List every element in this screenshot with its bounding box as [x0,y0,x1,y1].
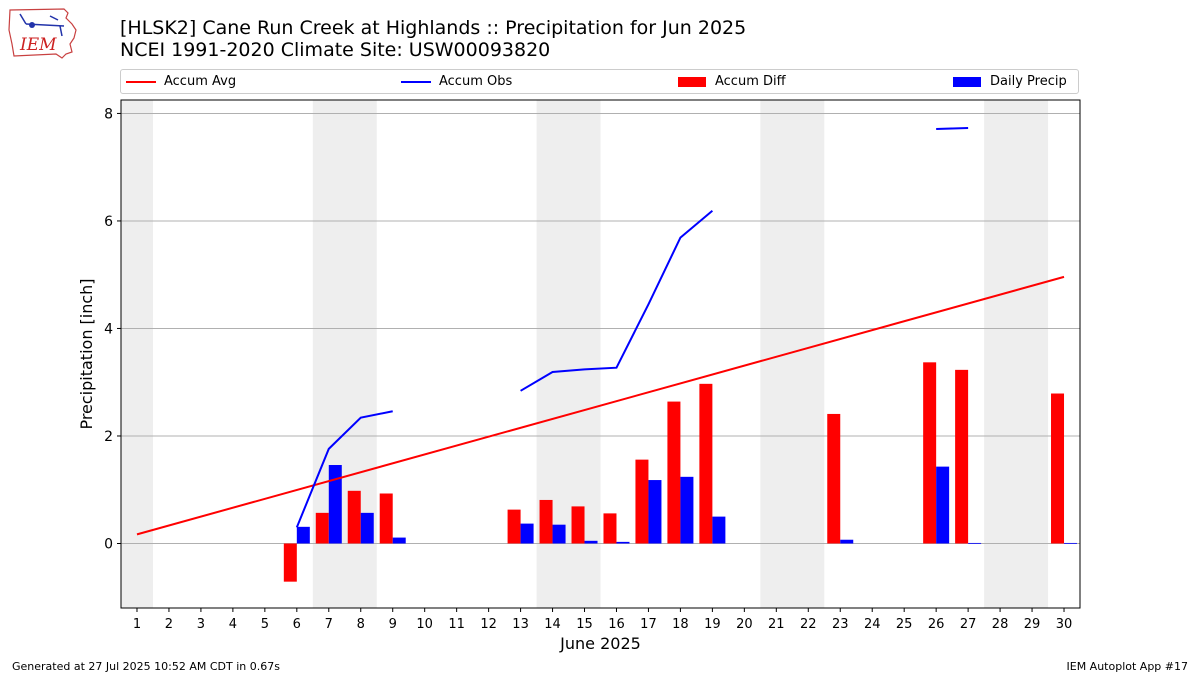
footer-app: IEM Autoplot App #17 [1066,660,1189,673]
bar-accum-diff-19 [699,383,713,544]
bar-accum-diff-18 [667,401,681,544]
xtick-label-3: 3 [197,617,205,632]
bar-daily-precip-19 [712,516,726,544]
legend-item-daily-precip: Daily Precip [953,73,1067,91]
xtick-label-17: 17 [640,617,657,632]
bar-accum-diff-14 [539,499,553,544]
xtick-label-26: 26 [928,617,945,632]
xtick-label-11: 11 [448,617,465,632]
bar-daily-precip-9 [392,537,406,544]
weekend-band-3 [760,100,825,608]
chart-title: [HLSK2] Cane Run Creek at Highlands :: P… [120,17,747,39]
line-accum-obs-segment-0 [295,410,393,528]
y-axis-label: Precipitation [inch] [77,278,96,429]
plot-frame [120,99,1081,609]
bar-daily-precip-16 [616,541,630,544]
bar-accum-diff-23 [827,413,841,544]
legend-label-accum-diff: Accum Diff [715,74,786,89]
bar-accum-diff-7 [315,512,329,544]
bar-daily-precip-7 [328,465,342,544]
bar-accum-diff-13 [507,509,521,544]
ytick-label-2: 2 [104,429,113,445]
xtick-label-21: 21 [768,617,785,632]
legend-item-accum-avg: Accum Avg [126,73,236,91]
ytick-label-4: 4 [104,321,113,337]
bar-daily-precip-14 [552,524,566,544]
xtick-label-18: 18 [672,617,689,632]
legend: Accum Avg Accum Obs Accum Diff Daily Pre… [120,69,1079,94]
bar-accum-diff-6 [283,543,297,582]
xtick-label-15: 15 [576,617,593,632]
logo-text: IEM [19,35,57,55]
bar-daily-precip-6 [296,526,310,544]
ytick-label-6: 6 [104,214,113,230]
xtick-label-30: 30 [1056,617,1073,632]
xtick-label-22: 22 [800,617,817,632]
bar-daily-precip-23 [840,539,854,544]
xtick-label-27: 27 [960,617,977,632]
xtick-label-13: 13 [512,617,529,632]
legend-label-daily-precip: Daily Precip [990,74,1067,89]
bar-daily-precip-26 [936,466,950,544]
bar-accum-diff-16 [603,513,617,544]
bar-accum-diff-15 [571,506,585,544]
legend-label-accum-obs: Accum Obs [439,74,513,89]
legend-swatch-daily-precip [953,76,981,87]
xtick-label-6: 6 [293,617,301,632]
chart-subtitle: NCEI 1991-2020 Climate Site: USW00093820 [120,39,551,61]
bar-accum-diff-26 [923,362,937,544]
weekend-band-0 [121,100,153,608]
xtick-label-24: 24 [864,617,881,632]
bar-accum-diff-27 [955,369,969,544]
weekend-band-4 [984,100,1049,608]
bar-accum-diff-30 [1051,393,1065,544]
iowa-outline [8,8,77,59]
xtick-label-7: 7 [325,617,333,632]
xtick-label-29: 29 [1024,617,1041,632]
bar-daily-precip-15 [584,540,598,544]
xtick-label-4: 4 [229,617,237,632]
xtick-label-2: 2 [165,617,173,632]
bar-daily-precip-30 [1064,542,1078,544]
iem-logo: IEM [6,4,82,60]
x-axis-label: June 2025 [559,634,641,653]
legend-swatch-accum-diff [678,76,706,87]
bar-accum-diff-17 [635,459,649,544]
xtick-label-14: 14 [544,617,561,632]
legend-swatch-accum-obs [401,80,431,83]
xtick-label-28: 28 [992,617,1009,632]
line-accum-obs-segment-1 [520,209,714,392]
legend-item-accum-obs: Accum Obs [401,73,512,91]
xtick-label-10: 10 [416,617,433,632]
xtick-label-12: 12 [480,617,497,632]
xtick-label-8: 8 [357,617,365,632]
line-accum-avg [136,275,1065,536]
legend-swatch-accum-avg [126,80,156,83]
legend-item-accum-diff: Accum Diff [678,73,786,91]
bar-accum-diff-9 [379,493,393,544]
xtick-label-16: 16 [608,617,625,632]
xtick-label-20: 20 [736,617,753,632]
bar-daily-precip-27 [968,542,982,544]
bar-accum-diff-8 [347,490,361,544]
ytick-label-8: 8 [104,106,113,122]
footer-generated: Generated at 27 Jul 2025 10:52 AM CDT in… [12,660,280,673]
bar-daily-precip-18 [680,476,694,544]
legend-label-accum-avg: Accum Avg [164,74,237,89]
ytick-label-0: 0 [104,536,113,552]
xtick-label-19: 19 [704,617,721,632]
line-accum-obs-segment-2 [936,126,969,131]
xtick-label-1: 1 [133,617,141,632]
xtick-label-25: 25 [896,617,913,632]
bar-daily-precip-17 [648,480,662,544]
bar-daily-precip-13 [520,523,534,544]
xtick-label-9: 9 [389,617,397,632]
xtick-label-5: 5 [261,617,269,632]
bar-daily-precip-8 [360,512,374,544]
xtick-label-23: 23 [832,617,849,632]
